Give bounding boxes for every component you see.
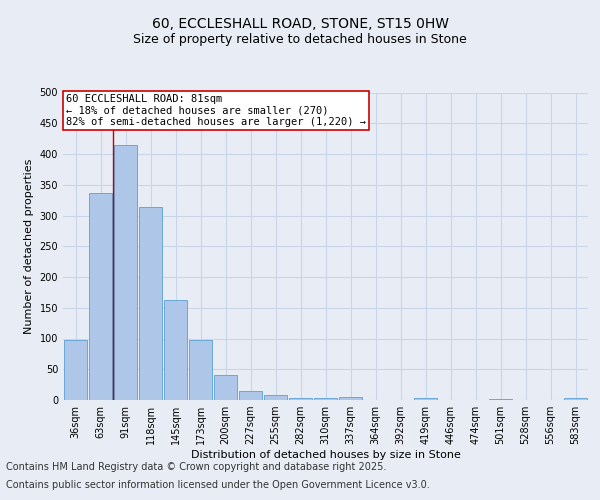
Text: Size of property relative to detached houses in Stone: Size of property relative to detached ho… (133, 32, 467, 46)
Bar (64, 340, 87, 400)
Bar (239, 392, 262, 400)
X-axis label: Distribution of detached houses by size in Stone: Distribution of detached houses by size … (191, 450, 460, 460)
Bar (164, 300, 187, 400)
Text: 60, ECCLESHALL ROAD, STONE, ST15 0HW: 60, ECCLESHALL ROAD, STONE, ST15 0HW (151, 18, 449, 32)
Bar (339, 397, 362, 400)
Text: Contains public sector information licensed under the Open Government Licence v3: Contains public sector information licen… (6, 480, 430, 490)
Y-axis label: Number of detached properties: Number of detached properties (24, 158, 34, 334)
Bar (264, 395, 287, 400)
Bar (89, 192, 112, 400)
Bar (564, 398, 587, 400)
Bar (189, 340, 212, 400)
Text: Contains HM Land Registry data © Crown copyright and database right 2025.: Contains HM Land Registry data © Crown c… (6, 462, 386, 472)
Bar (114, 145, 137, 400)
Text: 60 ECCLESHALL ROAD: 81sqm
← 18% of detached houses are smaller (270)
82% of semi: 60 ECCLESHALL ROAD: 81sqm ← 18% of detac… (65, 94, 365, 127)
Bar (314, 398, 337, 400)
Bar (489, 399, 512, 400)
Bar (214, 375, 237, 400)
Bar (139, 207, 162, 400)
Bar (289, 398, 312, 400)
Bar (414, 398, 437, 400)
